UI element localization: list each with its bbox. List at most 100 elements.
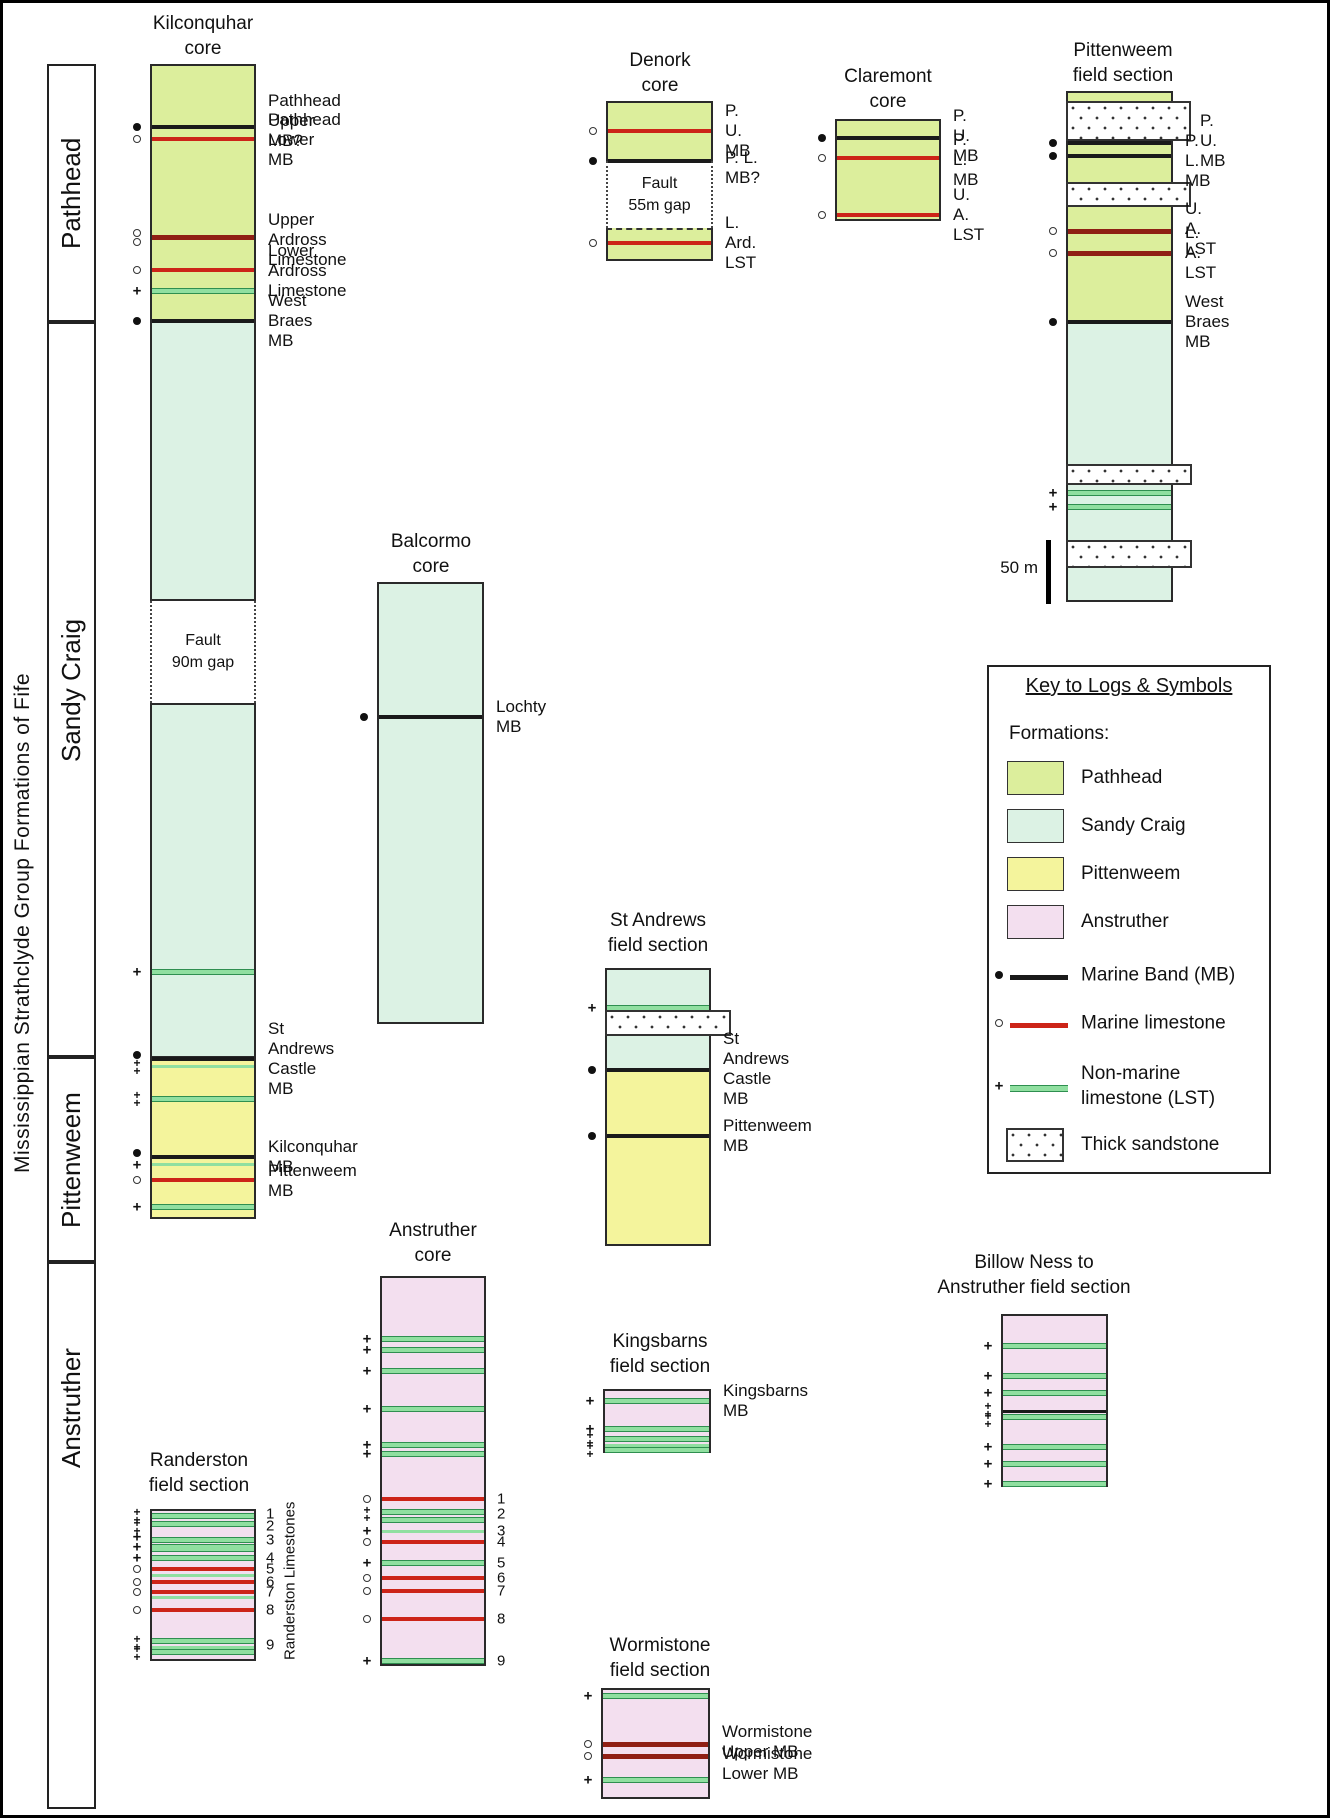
key-formation-label-anstruther: Anstruther	[1081, 911, 1169, 932]
nonmarine-limestone-plus-icon: +	[362, 1341, 372, 1359]
randerston-field-section-marker-lst	[152, 1649, 254, 1655]
key-formations-label: Formations:	[1009, 723, 1110, 744]
claremont-core-marker-ml	[837, 156, 939, 160]
key-swatch-pittenweem	[1007, 857, 1064, 891]
marine-band-dot-icon	[133, 1149, 141, 1157]
st-andrews-field-section-marker-label: St Andrews Castle MB	[723, 1029, 790, 1108]
randerston-field-section-number-label: 2	[266, 1517, 275, 1535]
marine-limestone-circle-icon	[584, 1752, 592, 1760]
randerston-field-section-marker-lstthin	[152, 1595, 254, 1599]
marine-limestone-circle-icon	[818, 154, 826, 162]
kilconquhar-core-marker-mb	[152, 1057, 254, 1061]
randerston-field-section-marker-lst	[152, 1521, 254, 1527]
nonmarine-limestone-plus-icon: +	[583, 1687, 593, 1705]
marine-band-dot-icon	[995, 971, 1003, 979]
marine-limestone-circle-icon	[363, 1538, 371, 1546]
anstruther-core-marker-lst	[382, 1406, 484, 1412]
anstruther-core-marker-lst	[382, 1451, 484, 1457]
axis-title: Mississippian Strathclyde Group Formatio…	[11, 673, 34, 1174]
randerston-field-section-marker-ml	[152, 1567, 254, 1571]
kilconquhar-core-marker-label: Pathhead Lower MB	[268, 110, 341, 169]
billow-ness-field-section-marker-lst	[1003, 1461, 1106, 1467]
denork-core-marker-ml	[608, 241, 711, 245]
nonmarine-limestone-plus-icon: +	[132, 1528, 142, 1546]
key-title: Key to Logs & Symbols	[1025, 675, 1233, 697]
anstruther-core-marker-ml	[382, 1589, 484, 1593]
anstruther-core-marker-lst	[382, 1517, 484, 1523]
kingsbarns-field-section-marker-lst	[605, 1398, 709, 1404]
marine-limestone-circle-icon	[363, 1615, 371, 1623]
claremont-core-marker-label: U. A. LST	[953, 185, 985, 244]
marine-band-dot-icon	[588, 1066, 596, 1074]
kilconquhar-core-title: Kilconquhar core	[152, 13, 254, 59]
key-symbol-label-non-marine-limestone-lst-: Non-marine limestone (LST)	[1081, 1063, 1216, 1109]
nonmarine-limestone-plus-icon: +	[362, 1400, 372, 1418]
kingsbarns-field-section-marker-lst	[605, 1447, 709, 1453]
pittenweem-field-section-marker-label: P. L. MB	[1185, 131, 1211, 190]
anstruther-core-number-label: 6	[497, 1569, 506, 1587]
kilconquhar-core-marker-ml	[152, 137, 254, 141]
claremont-core-block-pathhead	[835, 119, 941, 221]
marine-limestone-circle-icon	[133, 1176, 141, 1184]
anstruther-core-number-label: 8	[497, 1610, 506, 1628]
kilconquhar-core-marker-lstthin	[152, 1064, 254, 1068]
pittenweem-field-section-marker-label: L. A. LST	[1185, 223, 1217, 282]
randerston-field-section-marker-lst	[152, 1537, 254, 1543]
randerston-field-section-number-label: 7	[266, 1583, 275, 1601]
nonmarine-limestone-plus-icon: +	[587, 999, 597, 1017]
randerston-field-section-marker-lst	[152, 1513, 254, 1519]
marine-band-dot-icon	[1049, 318, 1057, 326]
kilconquhar-core-marker-lst	[152, 1096, 254, 1102]
anstruther-core-marker-lst	[382, 1442, 484, 1448]
denork-core-marker-mb	[608, 159, 711, 163]
pittenweem-field-section-thick-sandstone	[1066, 101, 1191, 141]
st-andrews-field-section-thick-sandstone	[605, 1010, 731, 1036]
marine-limestone-circle-icon	[1049, 249, 1057, 257]
anstruther-core-number-label: 3	[497, 1522, 506, 1540]
randerston-field-section-side-text: Randerston Limestones	[281, 1501, 299, 1661]
double-plus-icon: + +	[586, 1428, 594, 1450]
randerston-field-section-marker-lst	[152, 1638, 254, 1644]
kingsbarns-field-section-marker-lstthin	[605, 1443, 709, 1447]
double-plus-icon: + +	[133, 1632, 141, 1654]
claremont-core-marker-mb	[837, 136, 939, 140]
kilconquhar-core-marker-ml	[152, 1178, 254, 1182]
randerston-field-section-marker-lstthin	[152, 1573, 254, 1577]
nonmarine-limestone-plus-icon: +	[994, 1077, 1004, 1095]
marine-limestone-circle-icon	[589, 127, 597, 135]
anstruther-core-number-label: 9	[497, 1652, 506, 1670]
double-plus-icon: + +	[363, 1503, 371, 1525]
double-plus-icon: + +	[133, 1056, 141, 1078]
randerston-field-section-number-label: 6	[266, 1573, 275, 1591]
denork-core-marker-label: P. U. MB	[725, 101, 751, 160]
key-symbol-label-marine-band-mb-: Marine Band (MB)	[1081, 964, 1236, 986]
axis-box-anstruther	[47, 1262, 96, 1809]
kilconquhar-core-marker-label: St Andrews Castle MB	[268, 1019, 335, 1098]
double-plus-icon: + +	[133, 1516, 141, 1538]
kilconquhar-core-marker-lstthin	[152, 1162, 254, 1166]
double-plus-icon: + +	[984, 1399, 992, 1421]
pittenweem-field-section-marker-mb	[1068, 141, 1171, 145]
double-plus-icon: + +	[133, 1088, 141, 1110]
kilconquhar-core-marker-label: Lower Ardross Limestone	[268, 241, 347, 300]
randerston-field-section-marker-lst	[152, 1555, 254, 1561]
billow-ness-field-section-marker-lst	[1003, 1444, 1106, 1450]
nonmarine-limestone-plus-icon: +	[362, 1652, 372, 1670]
anstruther-core-marker-lst	[382, 1347, 484, 1353]
randerston-field-section-number-label: 1	[266, 1505, 275, 1523]
kilconquhar-core-fault-gap: Fault 90m gap	[150, 601, 256, 703]
kilconquhar-core-marker-label: Pittenweem MB	[268, 1161, 357, 1200]
claremont-core-marker-ml	[837, 213, 939, 217]
billow-ness-field-section-marker-lst	[1003, 1373, 1106, 1379]
kilconquhar-core-marker-mb	[152, 1155, 254, 1159]
nonmarine-limestone-plus-icon: +	[362, 1436, 372, 1454]
anstruther-core-marker-ml	[382, 1617, 484, 1621]
denork-core-title: Denork core	[629, 50, 691, 96]
anstruther-core-marker-ml	[382, 1576, 484, 1580]
billow-ness-field-section-block-anstruther	[1001, 1314, 1108, 1487]
axis-box-pathhead	[47, 64, 96, 322]
randerston-field-section-block-anstruther	[150, 1509, 256, 1661]
nonmarine-limestone-plus-icon: +	[362, 1330, 372, 1348]
nonmarine-limestone-plus-icon: +	[585, 1392, 595, 1410]
